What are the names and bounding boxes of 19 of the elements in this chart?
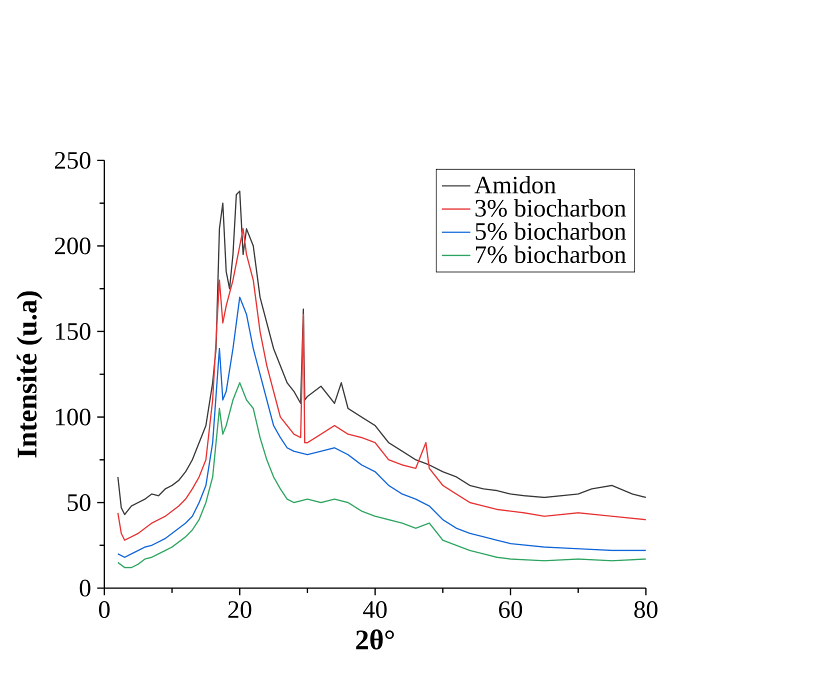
line-series — [117, 382, 646, 568]
y-tick-label: 50 — [68, 494, 90, 512]
line-series — [117, 296, 646, 558]
x-tick-label: 60 — [499, 601, 522, 618]
legend-label: 5% biocharbon — [476, 222, 626, 240]
y-tick-label: 150 — [56, 323, 90, 340]
legend-label: 7% biocharbon — [476, 246, 626, 264]
y-tick-label: 200 — [54, 238, 90, 254]
y-tick-label: 250 — [54, 152, 90, 169]
x-tick-label: 80 — [634, 601, 658, 618]
legend-label: 3% biocharbon — [476, 199, 626, 217]
y-axis-title: Intensité (u.a) — [16, 291, 42, 458]
x-tick-label: 20 — [228, 601, 252, 618]
legend-label: Amidon — [474, 176, 556, 194]
x-tick-label: 40 — [363, 601, 387, 618]
x-axis-title: 2θ° — [356, 629, 394, 650]
y-tick-label: 0 — [80, 580, 90, 597]
y-tick-label: 100 — [56, 408, 90, 426]
x-tick-label: 0 — [99, 601, 110, 618]
